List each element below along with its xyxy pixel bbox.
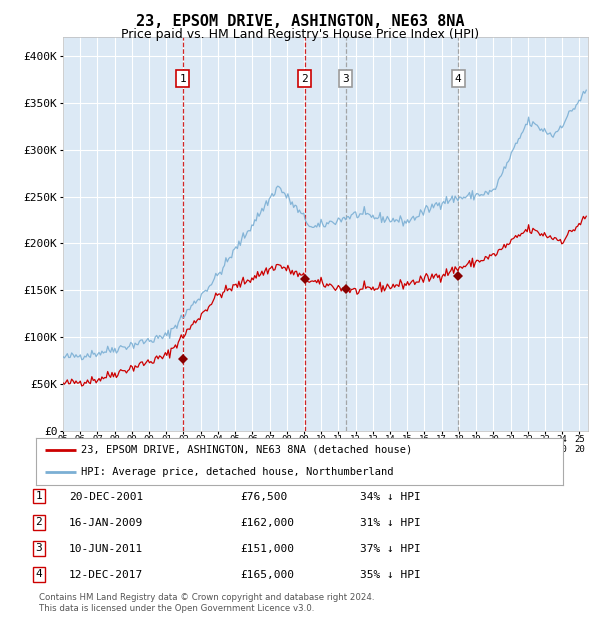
Text: 35% ↓ HPI: 35% ↓ HPI — [360, 570, 421, 580]
Text: 37% ↓ HPI: 37% ↓ HPI — [360, 544, 421, 554]
Text: £151,000: £151,000 — [240, 544, 294, 554]
Text: £165,000: £165,000 — [240, 570, 294, 580]
Text: 2: 2 — [35, 517, 43, 527]
Text: 31% ↓ HPI: 31% ↓ HPI — [360, 518, 421, 528]
Text: 10-JUN-2011: 10-JUN-2011 — [69, 544, 143, 554]
Text: Contains HM Land Registry data © Crown copyright and database right 2024.
This d: Contains HM Land Registry data © Crown c… — [39, 593, 374, 613]
Text: 1: 1 — [35, 491, 43, 501]
Text: £76,500: £76,500 — [240, 492, 287, 502]
Text: Price paid vs. HM Land Registry's House Price Index (HPI): Price paid vs. HM Land Registry's House … — [121, 28, 479, 41]
Text: 2: 2 — [301, 74, 308, 84]
Text: HPI: Average price, detached house, Northumberland: HPI: Average price, detached house, Nort… — [81, 467, 393, 477]
Text: £162,000: £162,000 — [240, 518, 294, 528]
Text: 3: 3 — [35, 543, 43, 553]
Text: 20-DEC-2001: 20-DEC-2001 — [69, 492, 143, 502]
Text: 23, EPSOM DRIVE, ASHINGTON, NE63 8NA: 23, EPSOM DRIVE, ASHINGTON, NE63 8NA — [136, 14, 464, 29]
Text: 34% ↓ HPI: 34% ↓ HPI — [360, 492, 421, 502]
Text: 4: 4 — [35, 569, 43, 579]
Text: 23, EPSOM DRIVE, ASHINGTON, NE63 8NA (detached house): 23, EPSOM DRIVE, ASHINGTON, NE63 8NA (de… — [81, 445, 412, 455]
Text: 3: 3 — [343, 74, 349, 84]
Text: 1: 1 — [179, 74, 187, 84]
Text: 12-DEC-2017: 12-DEC-2017 — [69, 570, 143, 580]
Text: 4: 4 — [455, 74, 461, 84]
Text: 16-JAN-2009: 16-JAN-2009 — [69, 518, 143, 528]
